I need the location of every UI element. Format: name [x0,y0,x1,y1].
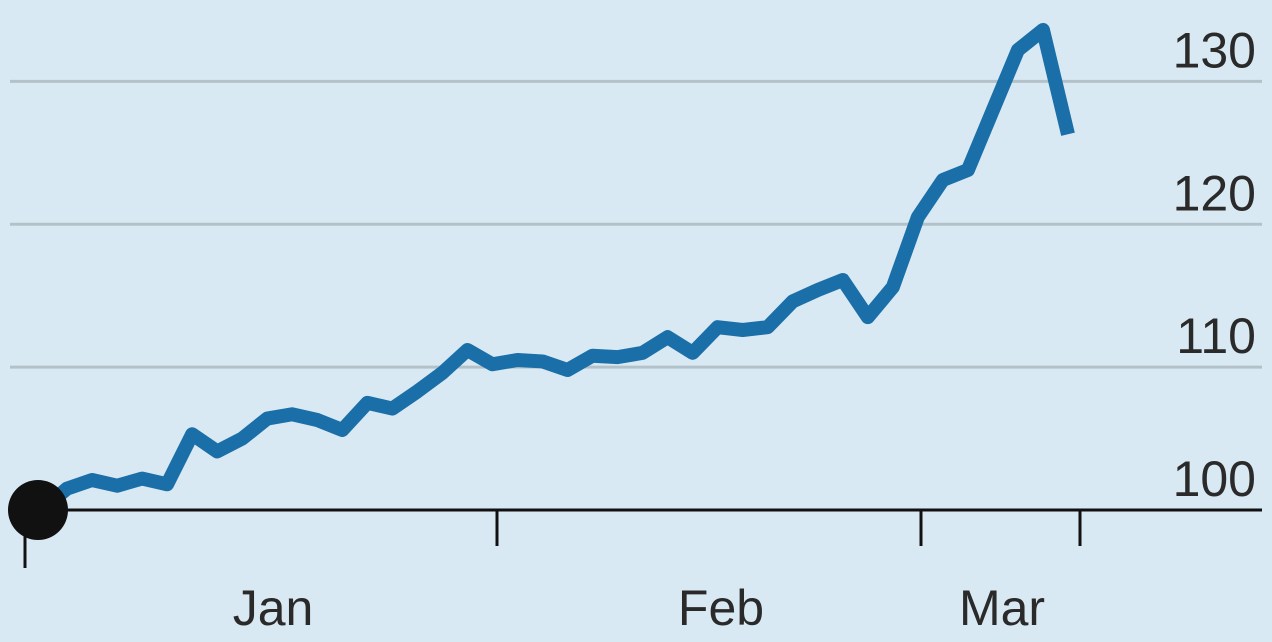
x-tick-label: Mar [959,580,1045,636]
x-tick-label: Jan [233,580,314,636]
y-tick-label: 110 [1176,308,1256,364]
x-tick-label: Feb [678,580,764,636]
start-dot [8,480,68,540]
series-line [37,23,1075,516]
y-tick-label: 120 [1173,165,1256,221]
y-tick-label: 130 [1173,22,1256,78]
y-tick-label: 100 [1173,451,1256,507]
